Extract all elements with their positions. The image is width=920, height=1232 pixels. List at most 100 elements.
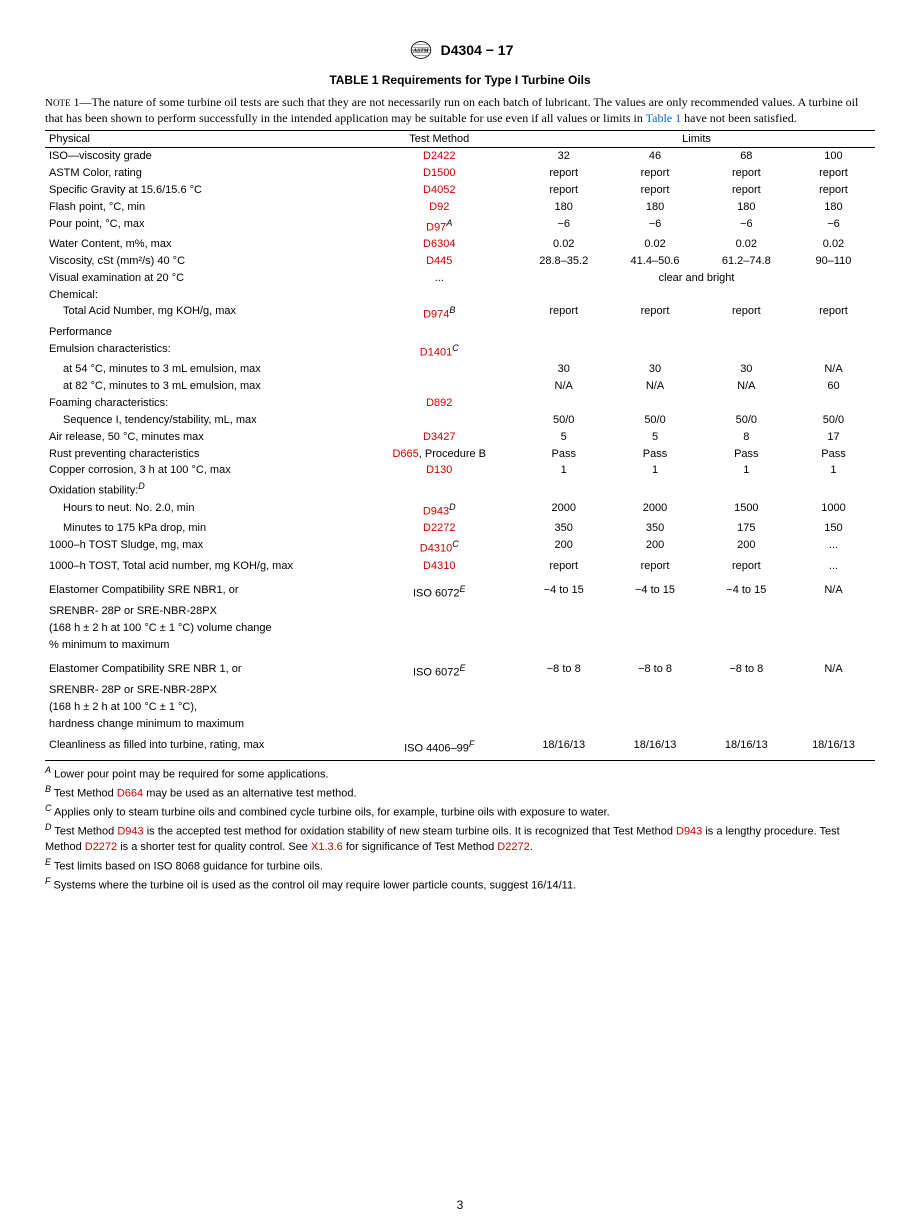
table-row: Elastomer Compatibility SRE NBR 1, orISO… bbox=[45, 661, 875, 682]
table-row: 1000–h TOST Sludge, mg, maxD4310C2002002… bbox=[45, 537, 875, 558]
footnote: A Lower pour point may be required for s… bbox=[45, 764, 875, 783]
row-method: D2272 bbox=[360, 520, 518, 537]
table-row: SRENBR- 28P or SRE-NBR-28PX bbox=[45, 682, 875, 699]
table-row: ISO—viscosity gradeD2422324668100 bbox=[45, 148, 875, 165]
row-label: (168 h ± 2 h at 100 °C ± 1 °C) volume ch… bbox=[45, 620, 360, 637]
row-value: ... bbox=[792, 558, 875, 575]
row-label: Elastomer Compatibility SRE NBR 1, or bbox=[45, 661, 360, 682]
table-row: Total Acid Number, mg KOH/g, maxD974Brep… bbox=[45, 303, 875, 324]
row-method: D665, Procedure B bbox=[360, 446, 518, 463]
row-value: N/A bbox=[792, 361, 875, 378]
footnote: E Test limits based on ISO 8068 guidance… bbox=[45, 856, 875, 875]
row-value: report bbox=[518, 303, 609, 324]
row-value: 1 bbox=[792, 462, 875, 479]
row-label: SRENBR- 28P or SRE-NBR-28PX bbox=[45, 603, 360, 620]
row-label: Copper corrosion, 3 h at 100 °C, max bbox=[45, 462, 360, 479]
row-value: 180 bbox=[701, 199, 792, 216]
row-value: 350 bbox=[518, 520, 609, 537]
table-1-link[interactable]: Table 1 bbox=[646, 111, 681, 125]
row-label: Chemical: bbox=[45, 287, 360, 304]
row-label: Total Acid Number, mg KOH/g, max bbox=[45, 303, 360, 324]
row-value: 17 bbox=[792, 429, 875, 446]
row-label: Oxidation stability:D bbox=[45, 479, 360, 500]
row-label: Emulsion characteristics: bbox=[45, 341, 360, 362]
row-method bbox=[360, 479, 518, 500]
table-row: hardness change minimum to maximum bbox=[45, 716, 875, 733]
row-method bbox=[360, 287, 518, 304]
row-label: Foaming characteristics: bbox=[45, 395, 360, 412]
row-label: 1000–h TOST Sludge, mg, max bbox=[45, 537, 360, 558]
row-value: 8 bbox=[701, 429, 792, 446]
row-value: −4 to 15 bbox=[609, 582, 700, 603]
row-value: −8 to 8 bbox=[518, 661, 609, 682]
table-row: Viscosity, cSt (mm²/s) 40 °CD44528.8–35.… bbox=[45, 253, 875, 270]
row-label: ISO—viscosity grade bbox=[45, 148, 360, 165]
row-value: 30 bbox=[609, 361, 700, 378]
row-value: 0.02 bbox=[792, 236, 875, 253]
row-method: D1401C bbox=[360, 341, 518, 362]
row-method bbox=[360, 412, 518, 429]
row-value: 100 bbox=[792, 148, 875, 165]
row-label: 1000–h TOST, Total acid number, mg KOH/g… bbox=[45, 558, 360, 575]
row-method: ISO 6072E bbox=[360, 582, 518, 603]
row-value: Pass bbox=[701, 446, 792, 463]
row-value: 150 bbox=[792, 520, 875, 537]
row-label: Sequence I, tendency/stability, mL, max bbox=[45, 412, 360, 429]
svg-text:ASTM: ASTM bbox=[412, 48, 429, 54]
row-value: 1 bbox=[518, 462, 609, 479]
row-value: 30 bbox=[518, 361, 609, 378]
row-value: report bbox=[609, 182, 700, 199]
row-label: Hours to neut. No. 2.0, min bbox=[45, 500, 360, 521]
row-value: 50/0 bbox=[609, 412, 700, 429]
row-value: Pass bbox=[609, 446, 700, 463]
table-row: Hours to neut. No. 2.0, minD943D20002000… bbox=[45, 500, 875, 521]
table-row: Air release, 50 °C, minutes maxD34275581… bbox=[45, 429, 875, 446]
table-row: (168 h ± 2 h at 100 °C ± 1 °C) volume ch… bbox=[45, 620, 875, 637]
row-method: D4052 bbox=[360, 182, 518, 199]
row-label: at 54 °C, minutes to 3 mL emulsion, max bbox=[45, 361, 360, 378]
table-row: Minutes to 175 kPa drop, minD22723503501… bbox=[45, 520, 875, 537]
row-label: Flash point, °C, min bbox=[45, 199, 360, 216]
row-value: 2000 bbox=[518, 500, 609, 521]
row-method: D892 bbox=[360, 395, 518, 412]
row-value: 1 bbox=[701, 462, 792, 479]
page-number: 3 bbox=[0, 1198, 920, 1212]
row-value: 46 bbox=[609, 148, 700, 165]
row-label: Visual examination at 20 °C bbox=[45, 270, 360, 287]
row-method: D130 bbox=[360, 462, 518, 479]
row-value: N/A bbox=[792, 582, 875, 603]
row-value: −4 to 15 bbox=[518, 582, 609, 603]
row-method: D4310C bbox=[360, 537, 518, 558]
row-value: 1 bbox=[609, 462, 700, 479]
table-row: 1000–h TOST, Total acid number, mg KOH/g… bbox=[45, 558, 875, 575]
row-method: D943D bbox=[360, 500, 518, 521]
row-method bbox=[360, 324, 518, 341]
row-label: SRENBR- 28P or SRE-NBR-28PX bbox=[45, 682, 360, 699]
row-method bbox=[360, 620, 518, 637]
row-label: (168 h ± 2 h at 100 °C ± 1 °C), bbox=[45, 699, 360, 716]
row-value: 0.02 bbox=[518, 236, 609, 253]
row-value: report bbox=[518, 558, 609, 575]
row-method: D4310 bbox=[360, 558, 518, 575]
row-value: report bbox=[609, 165, 700, 182]
row-label: ASTM Color, rating bbox=[45, 165, 360, 182]
row-value: 175 bbox=[701, 520, 792, 537]
row-value: −8 to 8 bbox=[701, 661, 792, 682]
row-method: D2422 bbox=[360, 148, 518, 165]
table-row: Flash point, °C, minD92180180180180 bbox=[45, 199, 875, 216]
row-value: 180 bbox=[609, 199, 700, 216]
table-row: at 54 °C, minutes to 3 mL emulsion, max 3… bbox=[45, 361, 875, 378]
table-row: % minimum to maximum bbox=[45, 637, 875, 654]
row-method: ISO 4406–99F bbox=[360, 732, 518, 760]
table-row: Emulsion characteristics:D1401C bbox=[45, 341, 875, 362]
row-value: 68 bbox=[701, 148, 792, 165]
row-value: 18/16/13 bbox=[792, 732, 875, 760]
row-label: Cleanliness as filled into turbine, rati… bbox=[45, 732, 360, 760]
row-value: 50/0 bbox=[701, 412, 792, 429]
row-value: 60 bbox=[792, 378, 875, 395]
row-value: 18/16/13 bbox=[609, 732, 700, 760]
row-value: −6 bbox=[609, 216, 700, 237]
row-value: −6 bbox=[518, 216, 609, 237]
table-title: TABLE 1 Requirements for Type I Turbine … bbox=[45, 73, 875, 87]
table-row bbox=[45, 574, 875, 582]
